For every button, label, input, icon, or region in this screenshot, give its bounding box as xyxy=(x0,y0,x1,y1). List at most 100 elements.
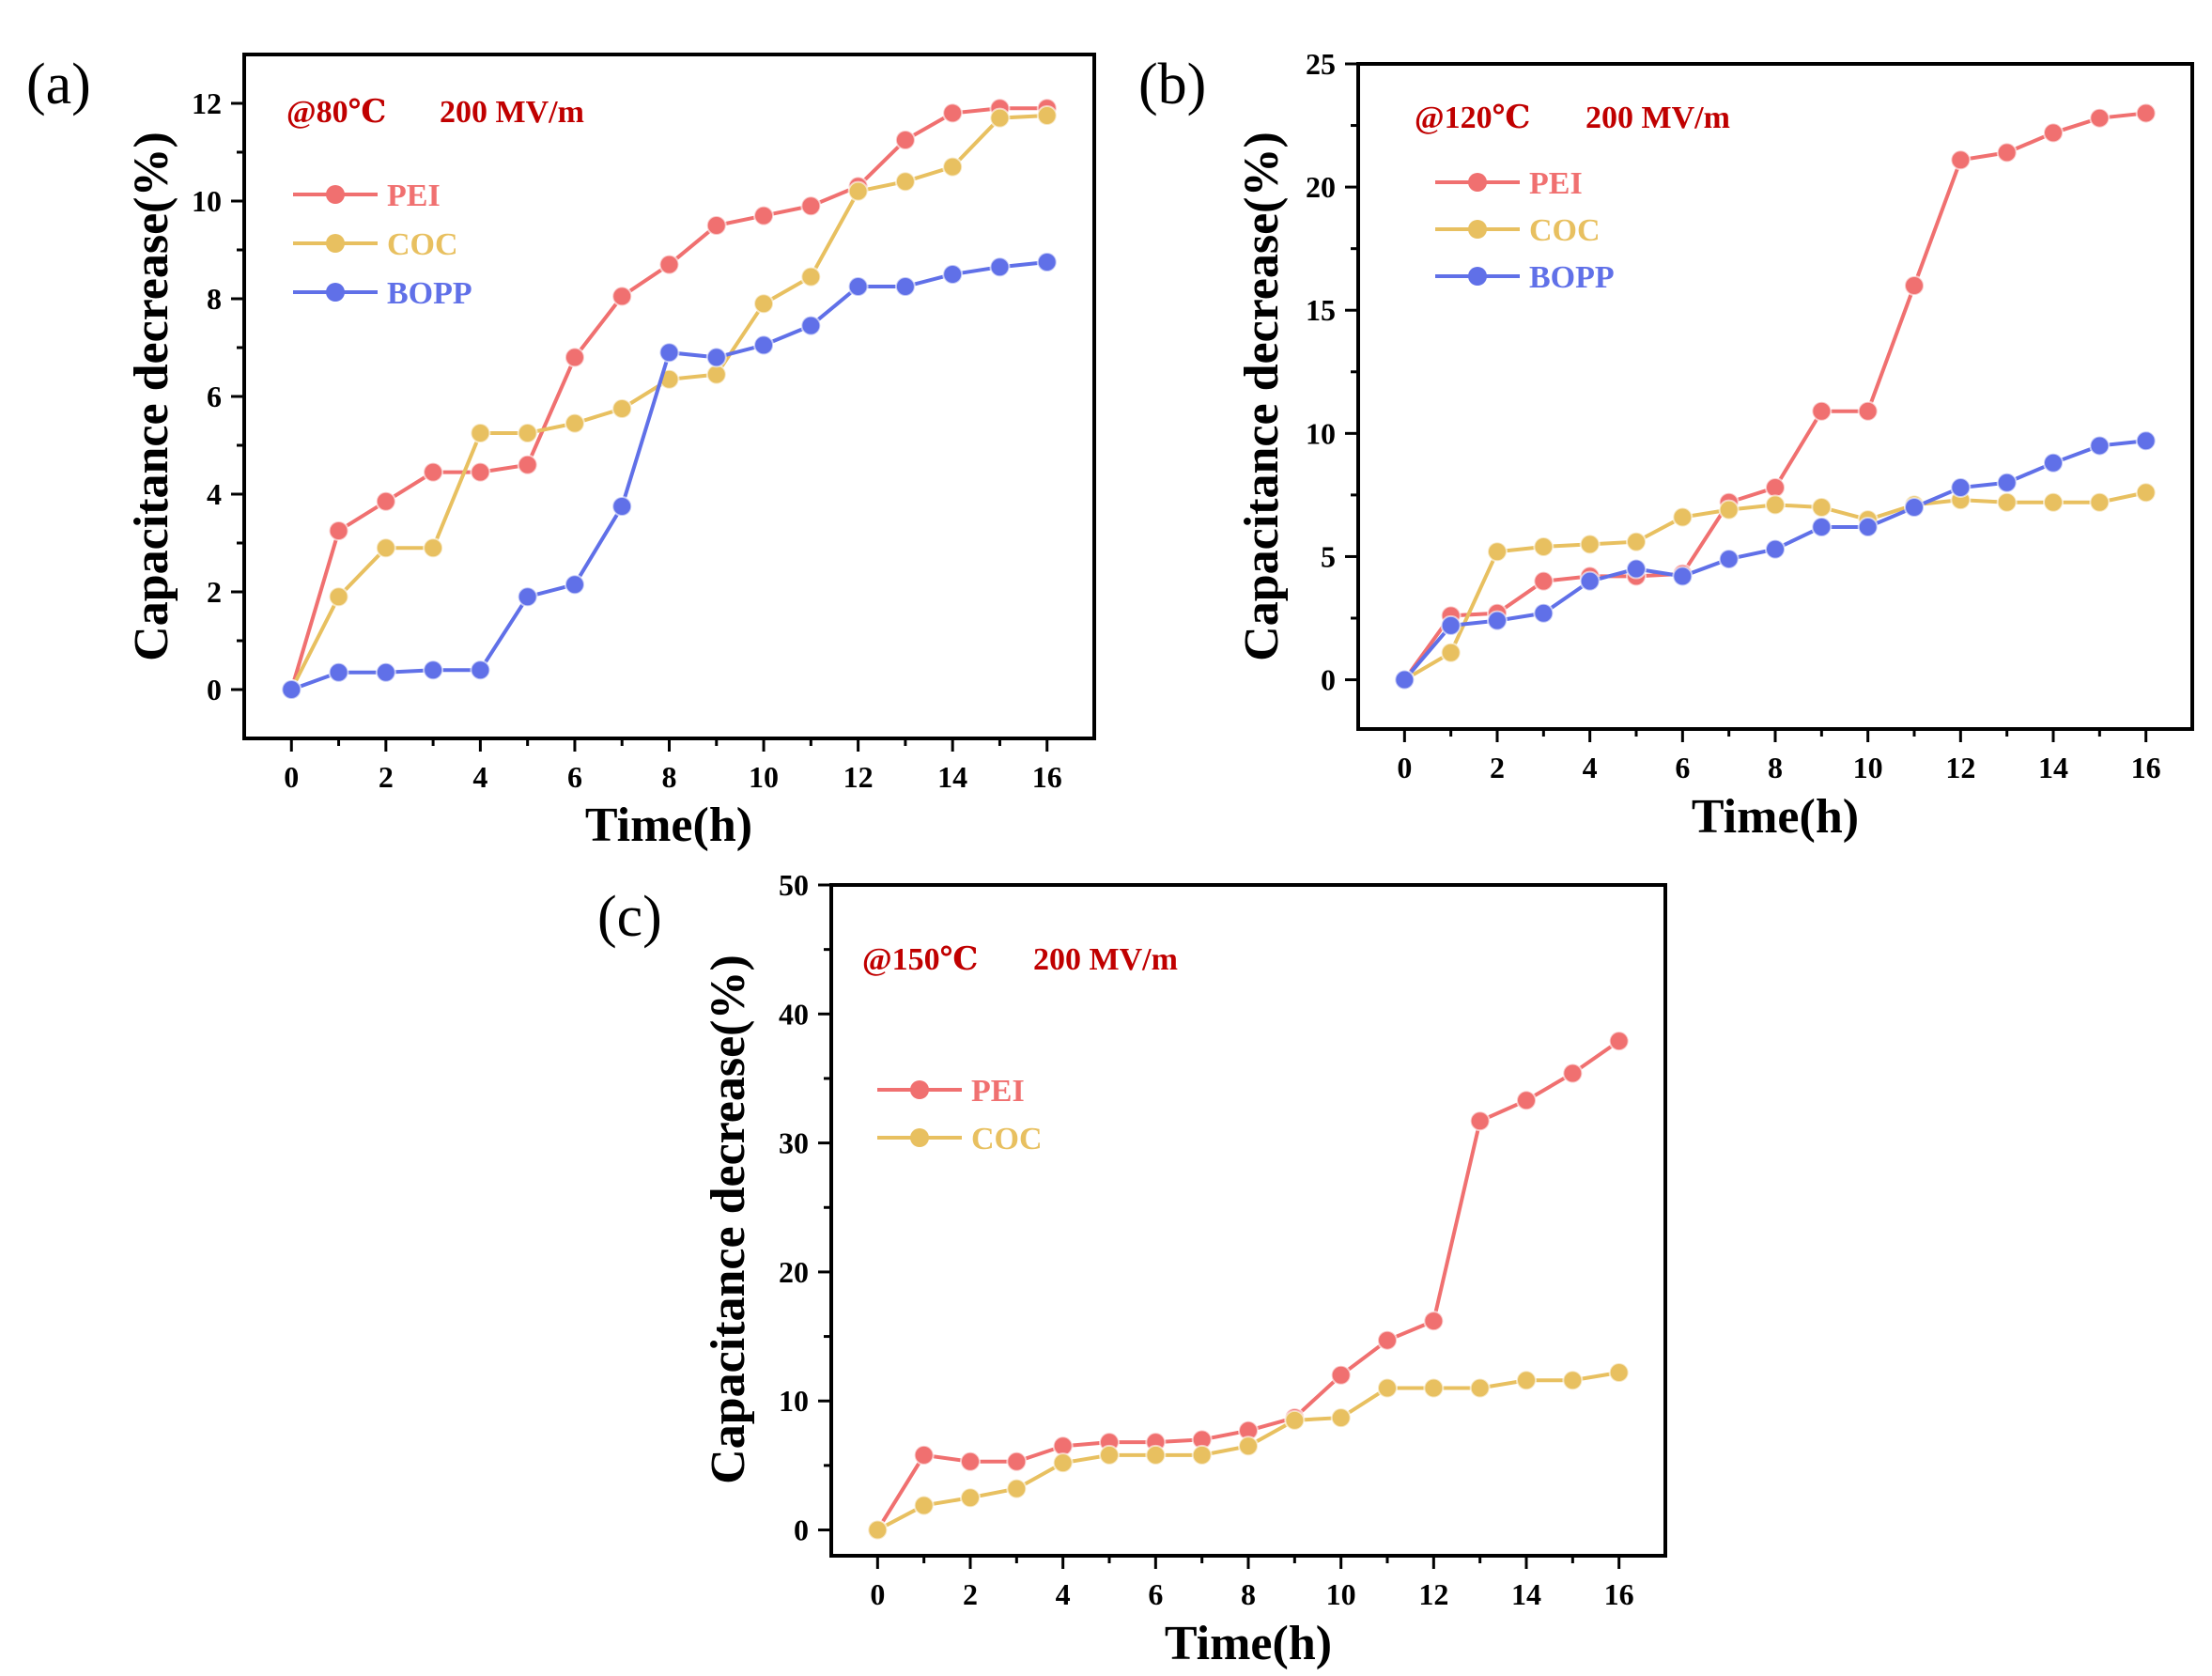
panel-b-series-coc-point xyxy=(1996,491,2018,513)
panel-c-series-coc-point xyxy=(1006,1478,1028,1499)
panel-b-series-bopp-line xyxy=(1402,439,2146,681)
panel-b-series-bopp-point xyxy=(1811,516,1833,537)
panel-c-ticks: 0 2 4 6 8 10 12 14 16 0 10 20 30 40 50 xyxy=(779,868,1634,1611)
panel-a-series-bopp-point xyxy=(564,574,585,596)
panel-a-series-coc-point xyxy=(894,171,916,193)
panel-a-x-tick-label: 6 xyxy=(567,760,582,794)
panel-c-series-pei-line xyxy=(875,1039,1620,1531)
panel-c-series-coc-point xyxy=(913,1495,935,1516)
panel-a-series-bopp-point xyxy=(989,256,1011,278)
panel-b-y-tick-label: 20 xyxy=(1306,170,1336,204)
panel-a-series-coc-point xyxy=(470,423,491,443)
panel-b-ticks: 0 2 4 6 8 10 12 14 16 0 5 10 15 20 25 xyxy=(1306,47,2161,784)
panel-c-series-coc-point xyxy=(1562,1370,1584,1391)
panel-a-y-tick-label: 6 xyxy=(207,380,222,413)
panel-b-y-tick-label: 25 xyxy=(1306,47,1336,81)
panel-a-ticks: 0 2 4 6 8 10 12 14 16 0 2 4 6 8 10 12 xyxy=(192,86,1062,794)
panel-c-x-tick-label: 12 xyxy=(1418,1577,1448,1611)
panel-b-annotation-temp: @120℃ xyxy=(1415,101,1530,135)
panel-b-series-bopp-point xyxy=(2043,452,2064,473)
panel-c-annotation: @150℃ 200 MV/m xyxy=(862,942,1178,977)
panel-b-series-coc-point xyxy=(2043,491,2064,513)
panel-b-series-coc-point xyxy=(1765,494,1786,516)
panel-a-y-tick-label: 4 xyxy=(207,477,222,511)
panel-b-series-bopp-point xyxy=(1765,538,1786,560)
panel-a-series-pei-point xyxy=(328,520,349,541)
panel-b-x-tick-label: 10 xyxy=(1853,751,1883,784)
panel-b-series-bopp-point xyxy=(1857,516,1879,537)
panel-b-series-pei-point xyxy=(1950,149,1972,171)
panel-a-annotation-temp: @80℃ xyxy=(286,95,386,130)
panel-b-series-coc-point xyxy=(1579,534,1601,555)
panel-a-series-coc-point xyxy=(989,107,1011,129)
panel-c-series-coc-point xyxy=(1377,1377,1398,1399)
panel-c-series-coc-point xyxy=(1423,1377,1445,1399)
legend-bopp-marker xyxy=(326,283,345,302)
panel-c-series-pei-point xyxy=(913,1444,935,1466)
panel-c-series-pei-point xyxy=(1469,1110,1491,1132)
panel-a-series-bopp-point xyxy=(517,586,538,608)
panel-b-series-bopp-point xyxy=(1394,669,1415,691)
legend-pei-label: PEI xyxy=(387,178,441,213)
panel-a-series-pei-point xyxy=(753,205,775,226)
panel-a-series-coc-point xyxy=(705,364,727,385)
panel-b-series-bopp-point xyxy=(1487,610,1508,631)
panel-a-series-bopp-point xyxy=(611,496,633,517)
panel-c-annotation-field: 200 MV/m xyxy=(1033,942,1178,977)
panel-b-series-pei-point xyxy=(2089,107,2111,129)
legend-bopp-marker xyxy=(1468,267,1487,286)
panel-a: (a) @80℃ 200 MV/m 0 2 4 6 8 10 12 14 16 0 2 4 6 8 10 12… xyxy=(26,53,1096,852)
panel-a-series-pei-point xyxy=(375,490,396,512)
panel-c-series-pei-point xyxy=(1330,1364,1352,1386)
panel-b-y-tick-label: 15 xyxy=(1306,293,1336,327)
panel-c: (c) @150℃ 200 MV/m 0 2 4 6 8 10 12 14 16 0 10 20 30 4… xyxy=(597,868,1667,1670)
panel-b-series-coc-point xyxy=(1440,642,1462,663)
panel-c-y-tick-label: 50 xyxy=(779,868,809,902)
panel-a-series-coc-point xyxy=(753,293,775,315)
panel-a-series-pei-point xyxy=(800,195,822,217)
panel-a-x-axis-title: Time(h) xyxy=(585,799,752,852)
panel-b-series-pei-point xyxy=(2043,122,2064,144)
panel-c-legend: PEI COC xyxy=(877,1074,1043,1156)
panel-b-series-bopp-point xyxy=(1718,549,1740,570)
panel-a-series-bopp-point xyxy=(375,661,396,683)
panel-b-x-tick-label: 4 xyxy=(1583,751,1598,784)
panel-c-series xyxy=(867,1031,1630,1541)
panel-a-x-tick-label: 10 xyxy=(749,760,779,794)
legend-coc-label: COC xyxy=(1529,213,1601,248)
panel-a-series xyxy=(281,98,1058,700)
panel-b-series-bopp-point xyxy=(2089,435,2111,457)
panel-c-series-pei-point xyxy=(1006,1451,1028,1472)
panel-a-series-pei-point xyxy=(517,454,538,475)
panel-b-series-bopp-point xyxy=(1996,472,2018,493)
panel-b-series-pei-point xyxy=(1811,400,1833,422)
panel-a-series-coc-point xyxy=(800,266,822,287)
panel-a-y-tick-label: 2 xyxy=(207,575,222,609)
panel-c-x-tick-label: 4 xyxy=(1056,1577,1071,1611)
panel-b-series-coc-point xyxy=(1672,506,1694,528)
panel-c-y-tick-label: 10 xyxy=(779,1384,809,1418)
panel-a-y-axis-title: Capacitance decrease(%) xyxy=(125,132,178,661)
panel-b-y-tick-label: 0 xyxy=(1321,663,1336,697)
panel-b-series-coc-point xyxy=(1811,497,1833,518)
panel-a-x-tick-label: 12 xyxy=(843,760,874,794)
legend-bopp-label: BOPP xyxy=(1529,260,1615,295)
legend-coc-marker xyxy=(910,1128,929,1147)
panel-b-series-bopp-point xyxy=(1672,566,1694,587)
panel-c-series-coc-point xyxy=(1608,1362,1630,1384)
panel-c-series-coc-point xyxy=(1516,1370,1537,1391)
legend-coc-marker xyxy=(326,234,345,253)
panel-a-series-coc-point xyxy=(375,537,396,559)
panel-c-x-axis-title: Time(h) xyxy=(1165,1617,1332,1670)
panel-c-x-tick-label: 14 xyxy=(1511,1577,1541,1611)
panel-b-legend: PEI COC BOPP xyxy=(1435,166,1615,295)
panel-b-plot-frame xyxy=(1356,62,2194,731)
panel-b-y-tick-label: 5 xyxy=(1321,539,1336,573)
panel-b-y-axis-title: Capacitance decrease(%) xyxy=(1235,132,1289,661)
panel-a-annotation: @80℃ 200 MV/m xyxy=(286,95,584,130)
panel-b: (b) @120℃ 200 MV/m 0 2 4 6 8 10 12 14 16 0 5 10 15 20… xyxy=(1138,47,2194,844)
panel-a-x-tick-label: 4 xyxy=(472,760,487,794)
panel-b-series-pei-point xyxy=(1533,570,1555,592)
panel-b-series-coc-point xyxy=(1533,535,1555,557)
